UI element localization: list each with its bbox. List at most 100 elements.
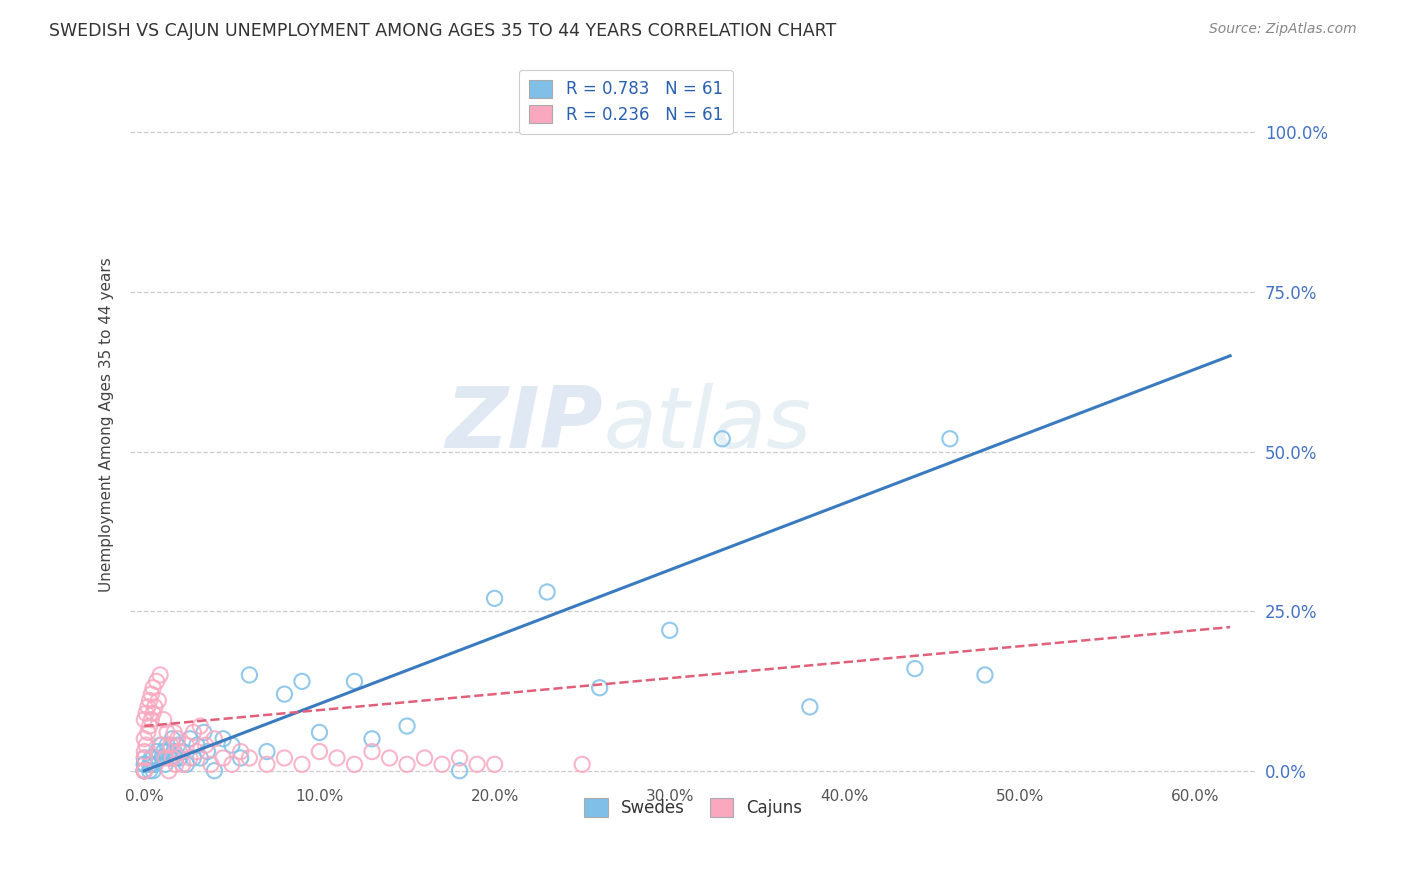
Point — [179, 751, 201, 765]
Point — [176, 738, 198, 752]
Point — [138, 719, 160, 733]
Point — [221, 757, 243, 772]
Point — [430, 757, 453, 772]
Point — [134, 764, 156, 778]
Point — [395, 719, 418, 733]
Point — [172, 757, 194, 772]
Point — [165, 751, 187, 765]
Point — [143, 699, 166, 714]
Point — [183, 751, 205, 765]
Point — [148, 751, 170, 765]
Point — [134, 731, 156, 746]
Y-axis label: Unemployment Among Ages 35 to 44 years: Unemployment Among Ages 35 to 44 years — [100, 257, 114, 591]
Point — [142, 681, 165, 695]
Point — [256, 745, 278, 759]
Point — [194, 738, 217, 752]
Point — [165, 757, 187, 772]
Point — [141, 751, 163, 765]
Point — [536, 585, 558, 599]
Point — [202, 731, 225, 746]
Point — [343, 757, 366, 772]
Point — [202, 764, 225, 778]
Point — [148, 693, 170, 707]
Point — [166, 738, 188, 752]
Point — [134, 751, 156, 765]
Point — [134, 757, 156, 772]
Point — [159, 751, 181, 765]
Point — [157, 764, 180, 778]
Point — [449, 764, 471, 778]
Point — [145, 745, 167, 759]
Point — [138, 693, 160, 707]
Point — [134, 764, 156, 778]
Point — [135, 738, 157, 752]
Point — [484, 591, 506, 606]
Point — [229, 751, 252, 765]
Point — [142, 706, 165, 721]
Point — [326, 751, 349, 765]
Point — [212, 731, 235, 746]
Point — [169, 745, 191, 759]
Point — [658, 624, 681, 638]
Point — [156, 725, 179, 739]
Point — [229, 745, 252, 759]
Point — [149, 668, 172, 682]
Point — [157, 745, 180, 759]
Point — [256, 757, 278, 772]
Point — [162, 731, 184, 746]
Point — [465, 757, 488, 772]
Point — [197, 745, 219, 759]
Point — [142, 751, 165, 765]
Legend: Swedes, Cajuns: Swedes, Cajuns — [576, 790, 811, 825]
Point — [212, 751, 235, 765]
Point — [179, 731, 201, 746]
Point — [291, 674, 314, 689]
Point — [193, 725, 215, 739]
Point — [308, 745, 330, 759]
Point — [172, 745, 194, 759]
Point — [155, 751, 177, 765]
Point — [361, 745, 384, 759]
Point — [939, 432, 962, 446]
Text: atlas: atlas — [603, 383, 811, 466]
Point — [152, 745, 174, 759]
Point — [166, 731, 188, 746]
Point — [134, 764, 156, 778]
Point — [134, 764, 156, 778]
Point — [904, 662, 927, 676]
Point — [156, 738, 179, 752]
Point — [571, 757, 593, 772]
Point — [484, 757, 506, 772]
Point — [134, 764, 156, 778]
Point — [799, 699, 821, 714]
Point — [221, 738, 243, 752]
Point — [150, 738, 173, 752]
Point — [163, 745, 186, 759]
Point — [155, 757, 177, 772]
Point — [134, 713, 156, 727]
Point — [308, 725, 330, 739]
Point — [395, 757, 418, 772]
Point — [135, 706, 157, 721]
Point — [190, 751, 212, 765]
Point — [163, 725, 186, 739]
Text: SWEDISH VS CAJUN UNEMPLOYMENT AMONG AGES 35 TO 44 YEARS CORRELATION CHART: SWEDISH VS CAJUN UNEMPLOYMENT AMONG AGES… — [49, 22, 837, 40]
Point — [273, 751, 295, 765]
Point — [141, 687, 163, 701]
Point — [413, 751, 436, 765]
Point — [134, 764, 156, 778]
Point — [134, 764, 156, 778]
Point — [136, 699, 159, 714]
Point — [159, 738, 181, 752]
Point — [378, 751, 401, 765]
Point — [589, 681, 612, 695]
Point — [974, 668, 997, 682]
Point — [141, 757, 163, 772]
Point — [200, 757, 222, 772]
Point — [186, 738, 208, 752]
Point — [183, 725, 205, 739]
Point — [134, 745, 156, 759]
Point — [134, 751, 156, 765]
Point — [162, 751, 184, 765]
Point — [176, 757, 198, 772]
